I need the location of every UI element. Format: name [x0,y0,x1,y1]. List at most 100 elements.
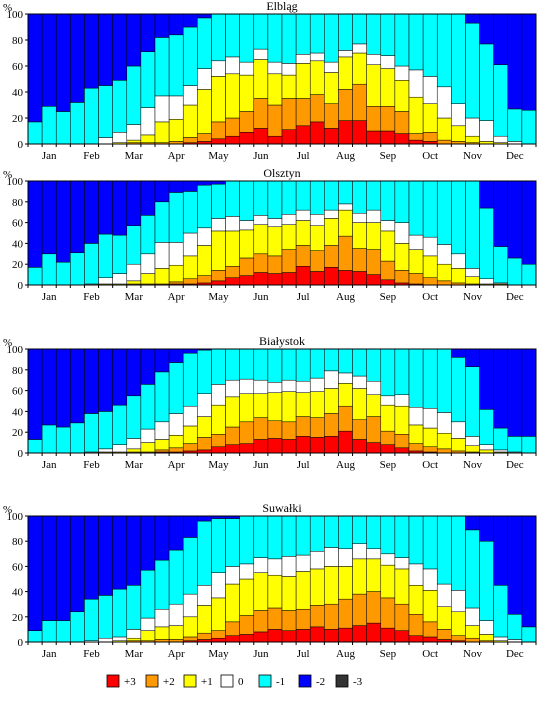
bar-segment [465,268,480,277]
bar-segment [154,515,170,561]
bar-segment [154,348,170,373]
legend-item: +3 [106,674,136,688]
bar-segment [154,608,170,628]
bar-segment [521,626,537,643]
bar-segment [239,275,255,286]
bar-segment [380,260,396,281]
bar-segment [295,416,311,437]
x-tick-label: Sep [380,648,397,660]
bar-segment [239,220,255,231]
bar-segment [140,428,156,443]
bar-segment [324,566,339,605]
bar-segment [338,405,353,432]
bar-segment [168,435,184,449]
bar-segment [465,625,480,639]
bar-segment [380,106,396,132]
bar-segment [55,111,71,145]
x-tick-label: Apr [168,459,185,471]
bar-segment [465,445,480,453]
chart-panels: Elbląg% 0 20 40 60 80 100 Jan Feb Mar Apr May Jun Jul… [3,0,537,660]
bar-segment [126,585,142,630]
bar-segment [154,201,170,243]
bar-segment [182,616,198,638]
chart-panel-4: Suwałki% 0 20 40 60 80 100 Jan Feb Mar Apr May Jun Ju… [3,501,537,660]
bar-segment [309,214,325,226]
y-axis-label: % [3,337,12,349]
bar-segment [182,443,198,452]
bar-segment [309,225,325,251]
bar-segment [309,568,325,606]
bar-segment [422,132,438,142]
chart-title: Suwałki [262,501,302,515]
bar-segment [309,551,325,570]
bar-segment [380,220,396,232]
x-tick-label: Jul [297,150,310,162]
bar-segment [112,273,128,285]
bar-segment [27,348,43,440]
bar-segment [309,626,325,643]
bar-segment [126,438,142,450]
bar-segment [352,558,367,595]
bar-segment [253,253,269,273]
bar-segment [338,209,353,237]
bar-segment [126,515,142,586]
x-tick-label: Jun [253,150,269,162]
bar-segment [352,515,367,544]
bar-segment [479,348,494,410]
bar-segment [239,13,255,63]
bar-segment [380,515,396,555]
bar-segment [436,139,452,145]
bar-segment [338,383,353,407]
bar-segment [281,224,297,250]
x-tick-label: Apr [168,150,185,162]
bar-segment [366,548,382,560]
bar-segment [465,22,480,119]
bar-segment [309,250,325,272]
x-tick-label: Aug [336,291,355,303]
bar-segment [465,180,480,269]
bar-segment [154,421,170,440]
bar-segment [140,273,156,285]
bar-segment [436,86,452,119]
bar-segment [380,553,396,566]
bar-segment [211,183,226,219]
bar-segment [324,72,339,104]
bar-segment [408,443,424,452]
legend-label: -3 [353,676,363,688]
y-axis-label: % [3,169,12,181]
bar-segment [309,121,325,145]
bar-segment [27,515,43,631]
bar-segment [140,348,156,385]
bar-segment [154,559,170,610]
bar-segment [408,348,424,408]
bar-segment [394,348,410,396]
x-tick-label: Oct [422,459,438,471]
bar-segment [507,436,523,453]
bar-segment [182,352,198,407]
x-tick-label: Nov [463,291,482,303]
bar-segment [422,236,438,257]
bar-segment [98,13,113,86]
bar-segment [225,13,240,58]
bar-segment [70,13,85,103]
x-tick-label: Mar [125,291,144,303]
bar-segment [182,191,198,234]
legend-label: 0 [238,676,244,688]
x-tick-label: Oct [422,648,438,660]
bar-segment [352,375,367,389]
bar-segment [281,556,297,577]
y-tick-label: 60 [12,386,24,398]
bar-segment [211,348,226,385]
bar-segment [465,436,480,446]
bar-segment [295,125,311,145]
bar-segment [295,392,311,417]
x-tick-label: Jun [253,459,269,471]
bar-segment [239,229,255,259]
bar-segment [324,388,339,414]
bar-segment [211,384,226,406]
bar-segment [394,394,410,407]
bar-segment [295,571,311,610]
bar-segment [197,349,212,394]
bar-segment [55,261,71,286]
bar-segment [239,578,255,616]
